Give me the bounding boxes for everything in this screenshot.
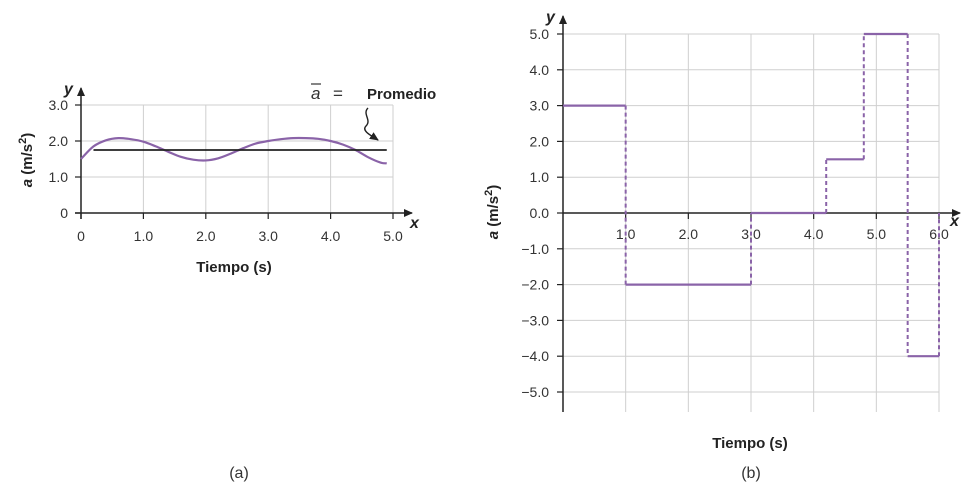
chart-a-grid [81, 104, 394, 213]
chart-b-y-sup: 2 [483, 190, 495, 196]
chart-a-y-sup: 2 [17, 138, 29, 144]
chart-a-tick-labels: 0 1.0 2.0 3.0 4.0 5.0 0 1.0 2.0 3.0 [49, 97, 403, 244]
chart-b-y-tick-label: 1.0 [530, 169, 550, 185]
chart-b-series [563, 32, 940, 358]
chart-a-series [80, 136, 387, 165]
chart-b-x-axis-title: Tiempo (s) [712, 435, 788, 452]
chart-a-y-unit: (m/s [19, 144, 36, 179]
chart-a-y-tick-label: 3.0 [49, 97, 69, 113]
chart-b-x-tick-label: 2.0 [679, 226, 699, 242]
chart-a-x-tick-label: 1.0 [134, 228, 154, 244]
chart-a-y-tick-label: 2.0 [49, 133, 69, 149]
chart-b-x-tick-label: 4.0 [804, 226, 824, 242]
chart-a-x-axis-letter: x [409, 215, 420, 232]
chart-b-y-tick-label: −2.0 [521, 277, 549, 293]
chart-b-y-tick-label: −4.0 [521, 348, 549, 364]
chart-a-axes [75, 87, 413, 219]
chart-b-y-tick-label: 0.0 [530, 205, 550, 221]
chart-a-x-tick-label: 2.0 [196, 228, 216, 244]
chart-b-x-tick-label: 5.0 [867, 226, 887, 242]
average-equals: = [333, 84, 343, 103]
chart-b-y-tick-label: −1.0 [521, 241, 549, 257]
chart-b-y-unit: (m/s [485, 196, 502, 231]
chart-b-y-tick-label: 3.0 [530, 98, 550, 114]
chart-b-y-axis-title: a (m/s2) [483, 185, 502, 239]
chart-b-tick-labels: 1.02.03.04.05.06.05.04.03.02.01.00.0−1.0… [521, 26, 949, 400]
chart-a-x-tick-label: 5.0 [383, 228, 403, 244]
chart-b-y-tick-label: −5.0 [521, 384, 549, 400]
chart-b-y-tick-label: 4.0 [530, 62, 550, 78]
chart-a-panel-label: (a) [229, 465, 249, 482]
chart-a-x-tick-label: 0 [77, 228, 85, 244]
chart-b-y-tick-label: −3.0 [521, 312, 549, 328]
average-pointer-arrow [364, 107, 379, 141]
chart-b-y-end: ) [485, 185, 502, 190]
chart-a: 0 1.0 2.0 3.0 4.0 5.0 0 1.0 2.0 3.0 y x Tiempo (s… [17, 81, 436, 482]
chart-b-y-axis-letter: y [545, 9, 556, 26]
chart-a-y-axis-letter: y [63, 81, 74, 98]
chart-a-x-tick-label: 4.0 [321, 228, 341, 244]
chart-a-y-end: ) [19, 133, 36, 138]
chart-b-y-tick-label: 5.0 [530, 26, 550, 42]
chart-a-y-tick-label: 0 [60, 205, 68, 221]
chart-b-panel-label: (b) [741, 465, 761, 482]
chart-a-x-axis-title: Tiempo (s) [196, 259, 272, 276]
average-annotation: a = Promedio [311, 83, 436, 141]
chart-b-grid [563, 33, 940, 412]
chart-b-x-axis-letter: x [949, 213, 960, 230]
average-label: Promedio [367, 86, 436, 103]
chart-b-y-var: a [485, 231, 502, 239]
chart-b-y-tick-label: 2.0 [530, 133, 550, 149]
average-symbol: a [311, 84, 320, 103]
chart-a-y-axis-title: a (m/s2) [17, 133, 36, 187]
chart-b: 1.02.03.04.05.06.05.04.03.02.01.00.0−1.0… [483, 9, 961, 482]
chart-a-y-tick-label: 1.0 [49, 169, 69, 185]
chart-a-x-tick-label: 3.0 [258, 228, 278, 244]
chart-a-y-var: a [19, 179, 36, 187]
